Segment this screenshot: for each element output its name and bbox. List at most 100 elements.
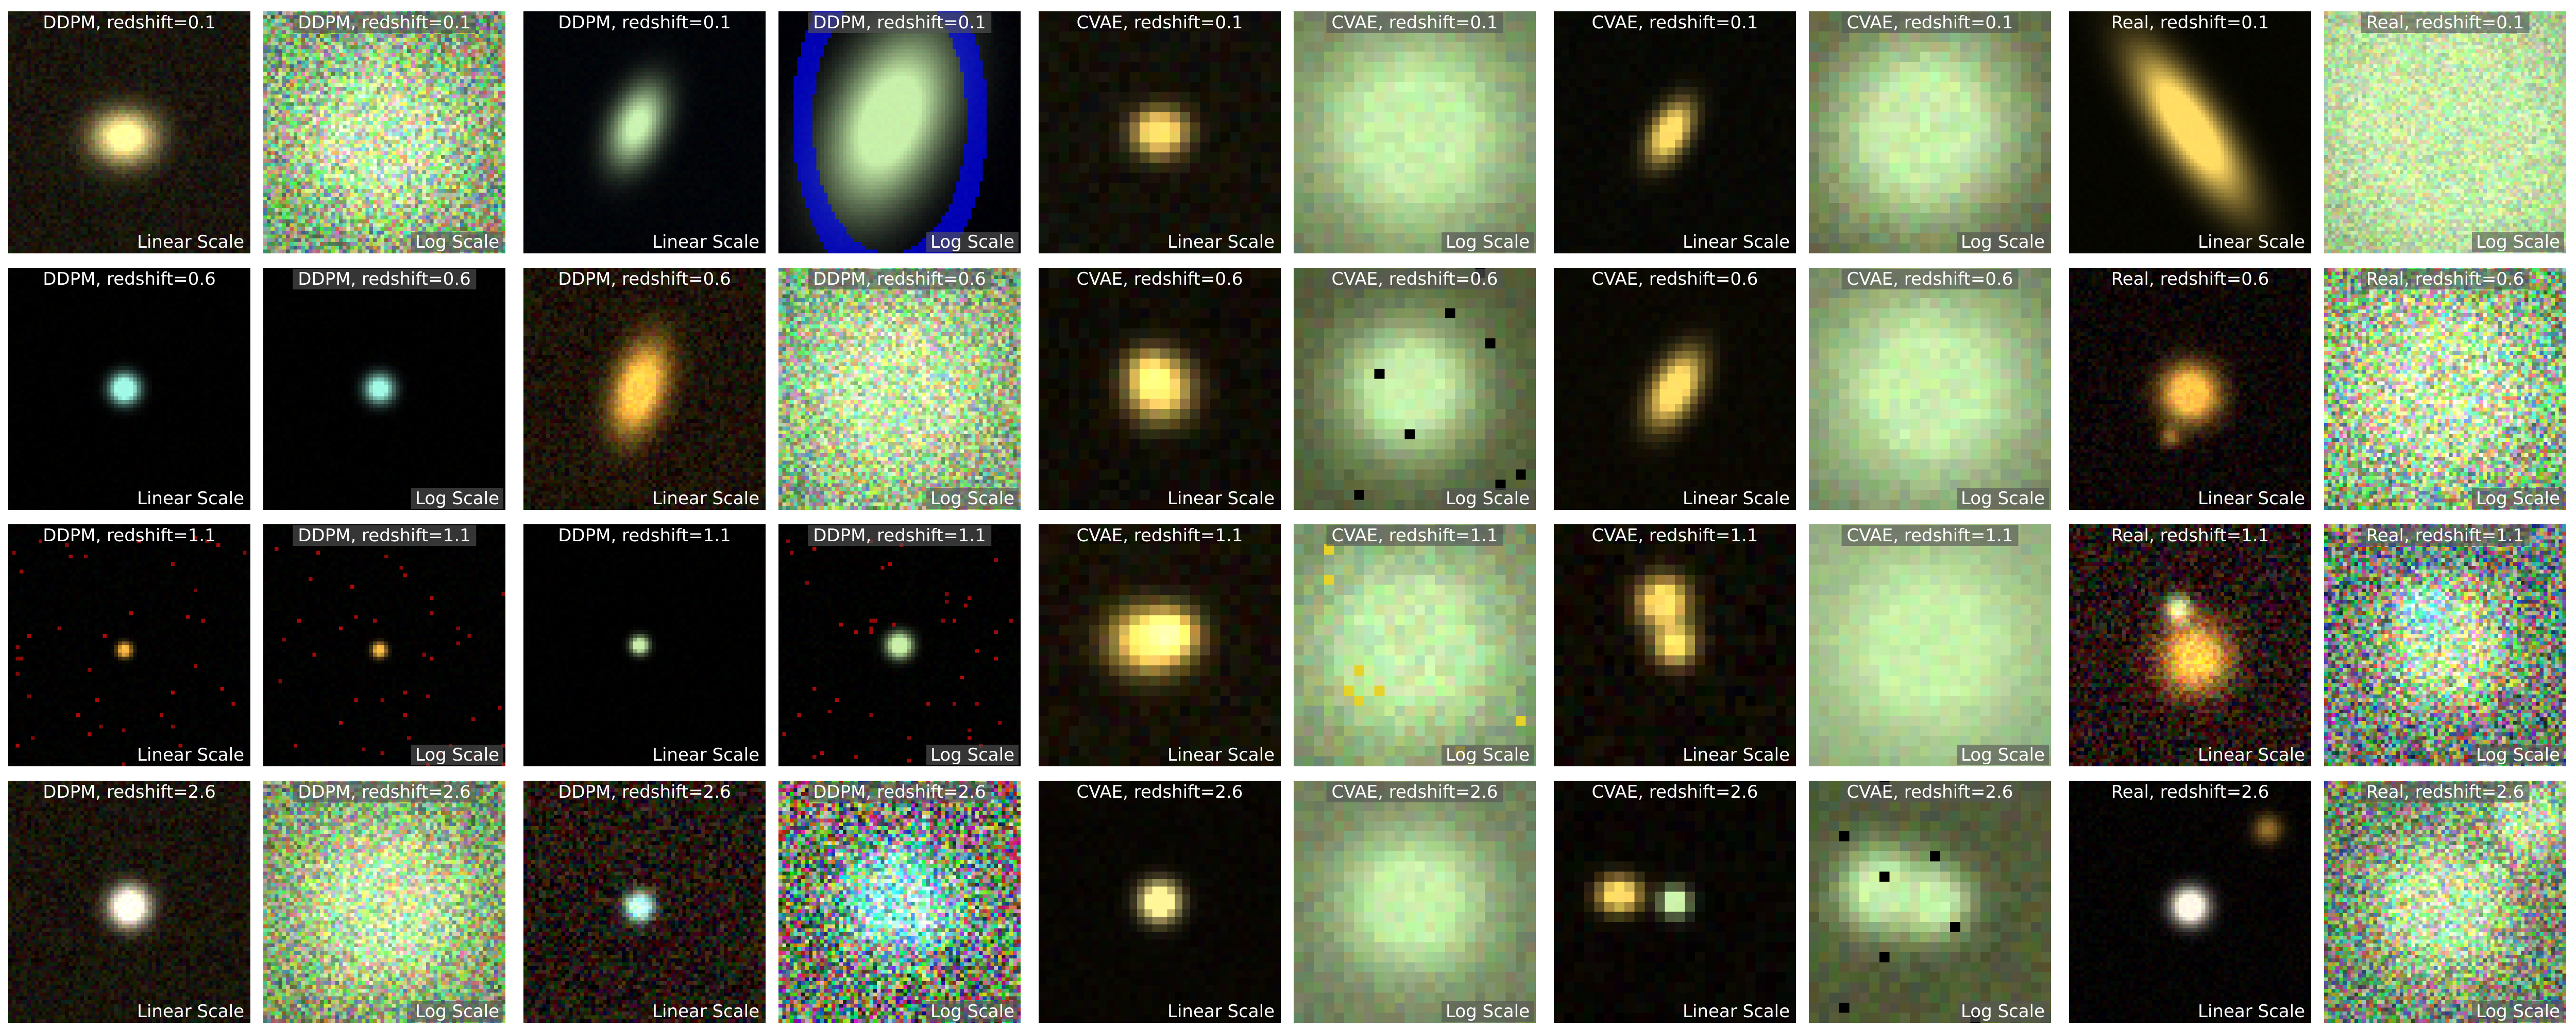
scale-label: Linear Scale [652,1001,759,1022]
panel-title: DDPM, redshift=1.1 [293,525,476,546]
panel-title: DDPM, redshift=2.6 [43,782,216,802]
scale-label: Log Scale [2471,488,2564,509]
scale-label: Linear Scale [1167,745,1275,765]
scale-label: Linear Scale [652,488,759,509]
galaxy-image [1554,268,1796,510]
galaxy-panel: DDPM, redshift=2.6 Log Scale [778,781,1021,1023]
galaxy-image [2069,781,2311,1023]
scale-label: Log Scale [926,1001,1019,1022]
scale-label: Log Scale [926,488,1019,509]
galaxy-panel: CVAE, redshift=0.1 Log Scale [1294,11,1536,253]
galaxy-panel: CVAE, redshift=0.6 Linear Scale [1554,268,1796,510]
galaxy-image [2324,781,2566,1023]
galaxy-image [1554,11,1796,253]
galaxy-image [1039,781,1281,1023]
panel-title: Real, redshift=0.1 [2111,12,2269,33]
panel-title: DDPM, redshift=2.6 [293,782,476,802]
galaxy-image [1809,268,2051,510]
galaxy-image [1809,11,2051,253]
galaxy-image [1294,268,1536,510]
panel-title: CVAE, redshift=1.1 [1076,525,1243,546]
galaxy-image [8,781,250,1023]
galaxy-image [263,781,505,1023]
panel-title: Real, redshift=2.6 [2361,782,2530,802]
galaxy-panel: CVAE, redshift=0.1 Log Scale [1809,11,2051,253]
scale-label: Linear Scale [1167,232,1275,252]
panel-title: DDPM, redshift=1.1 [808,525,991,546]
panel-title: CVAE, redshift=1.1 [1591,525,1758,546]
scale-label: Linear Scale [137,232,244,252]
galaxy-panel: CVAE, redshift=0.6 Log Scale [1294,268,1536,510]
galaxy-image [263,11,505,253]
galaxy-panel: CVAE, redshift=1.1 Log Scale [1809,524,2051,766]
galaxy-image [523,11,766,253]
panel-title: DDPM, redshift=2.6 [558,782,731,802]
galaxy-panel: CVAE, redshift=0.1 Linear Scale [1554,11,1796,253]
galaxy-image [1294,11,1536,253]
panel-title: Real, redshift=0.6 [2361,269,2530,289]
scale-label: Log Scale [926,232,1019,252]
panel-title: Real, redshift=2.6 [2111,782,2269,802]
galaxy-panel: DDPM, redshift=0.1 Log Scale [778,11,1021,253]
panel-title: CVAE, redshift=1.1 [1326,525,1503,546]
panel-title: DDPM, redshift=0.1 [558,12,731,33]
scale-label: Linear Scale [652,745,759,765]
panel-title: DDPM, redshift=0.1 [808,12,991,33]
scale-label: Linear Scale [1683,745,1790,765]
scale-label: Linear Scale [1683,488,1790,509]
panel-title: DDPM, redshift=0.6 [43,269,216,289]
galaxy-panel: DDPM, redshift=2.6 Log Scale [263,781,505,1023]
galaxy-panel: Real, redshift=0.6 Linear Scale [2069,268,2311,510]
galaxy-panel: CVAE, redshift=2.6 Linear Scale [1554,781,1796,1023]
galaxy-image [778,268,1021,510]
galaxy-panel: CVAE, redshift=2.6 Log Scale [1809,781,2051,1023]
panel-title: DDPM, redshift=0.1 [43,12,216,33]
galaxy-panel: DDPM, redshift=1.1 Log Scale [778,524,1021,766]
scale-label: Log Scale [411,232,503,252]
galaxy-image [8,11,250,253]
scale-label: Log Scale [1956,1001,2049,1022]
galaxy-image [1039,11,1281,253]
galaxy-panel: Real, redshift=1.1 Log Scale [2324,524,2566,766]
galaxy-panel: Real, redshift=2.6 Linear Scale [2069,781,2311,1023]
panel-title: DDPM, redshift=1.1 [43,525,216,546]
panel-title: CVAE, redshift=2.6 [1076,782,1243,802]
scale-label: Log Scale [411,488,503,509]
scale-label: Linear Scale [2198,488,2305,509]
panel-title: DDPM, redshift=2.6 [808,782,991,802]
galaxy-panel: CVAE, redshift=1.1 Linear Scale [1039,524,1281,766]
galaxy-image [2324,11,2566,253]
galaxy-image [1554,524,1796,766]
panel-title: CVAE, redshift=2.6 [1841,782,2019,802]
galaxy-image [523,524,766,766]
galaxy-panel: DDPM, redshift=0.1 Log Scale [263,11,505,253]
panel-title: CVAE, redshift=0.6 [1326,269,1503,289]
scale-label: Linear Scale [2198,745,2305,765]
scale-label: Linear Scale [1683,1001,1790,1022]
scale-label: Log Scale [411,1001,503,1022]
panel-title: CVAE, redshift=0.1 [1841,12,2019,33]
galaxy-panel: DDPM, redshift=0.6 Log Scale [778,268,1021,510]
scale-label: Log Scale [411,745,503,765]
scale-label: Log Scale [1441,1001,1534,1022]
panel-title: Real, redshift=1.1 [2111,525,2269,546]
galaxy-panel: CVAE, redshift=2.6 Log Scale [1294,781,1536,1023]
galaxy-panel: DDPM, redshift=2.6 Linear Scale [8,781,250,1023]
galaxy-image [778,524,1021,766]
galaxy-panel: DDPM, redshift=2.6 Linear Scale [523,781,766,1023]
galaxy-image [2069,268,2311,510]
galaxy-panel: CVAE, redshift=1.1 Linear Scale [1554,524,1796,766]
scale-label: Log Scale [1441,232,1534,252]
galaxy-panel: DDPM, redshift=1.1 Log Scale [263,524,505,766]
galaxy-panel: DDPM, redshift=1.1 Linear Scale [8,524,250,766]
panel-title: CVAE, redshift=0.1 [1326,12,1503,33]
galaxy-image [1294,781,1536,1023]
galaxy-image [1294,524,1536,766]
galaxy-panel: DDPM, redshift=0.6 Log Scale [263,268,505,510]
panel-title: CVAE, redshift=0.1 [1076,12,1243,33]
panel-title: CVAE, redshift=0.1 [1591,12,1758,33]
panel-title: DDPM, redshift=1.1 [558,525,731,546]
panel-title: CVAE, redshift=0.6 [1841,269,2019,289]
scale-label: Log Scale [2471,745,2564,765]
